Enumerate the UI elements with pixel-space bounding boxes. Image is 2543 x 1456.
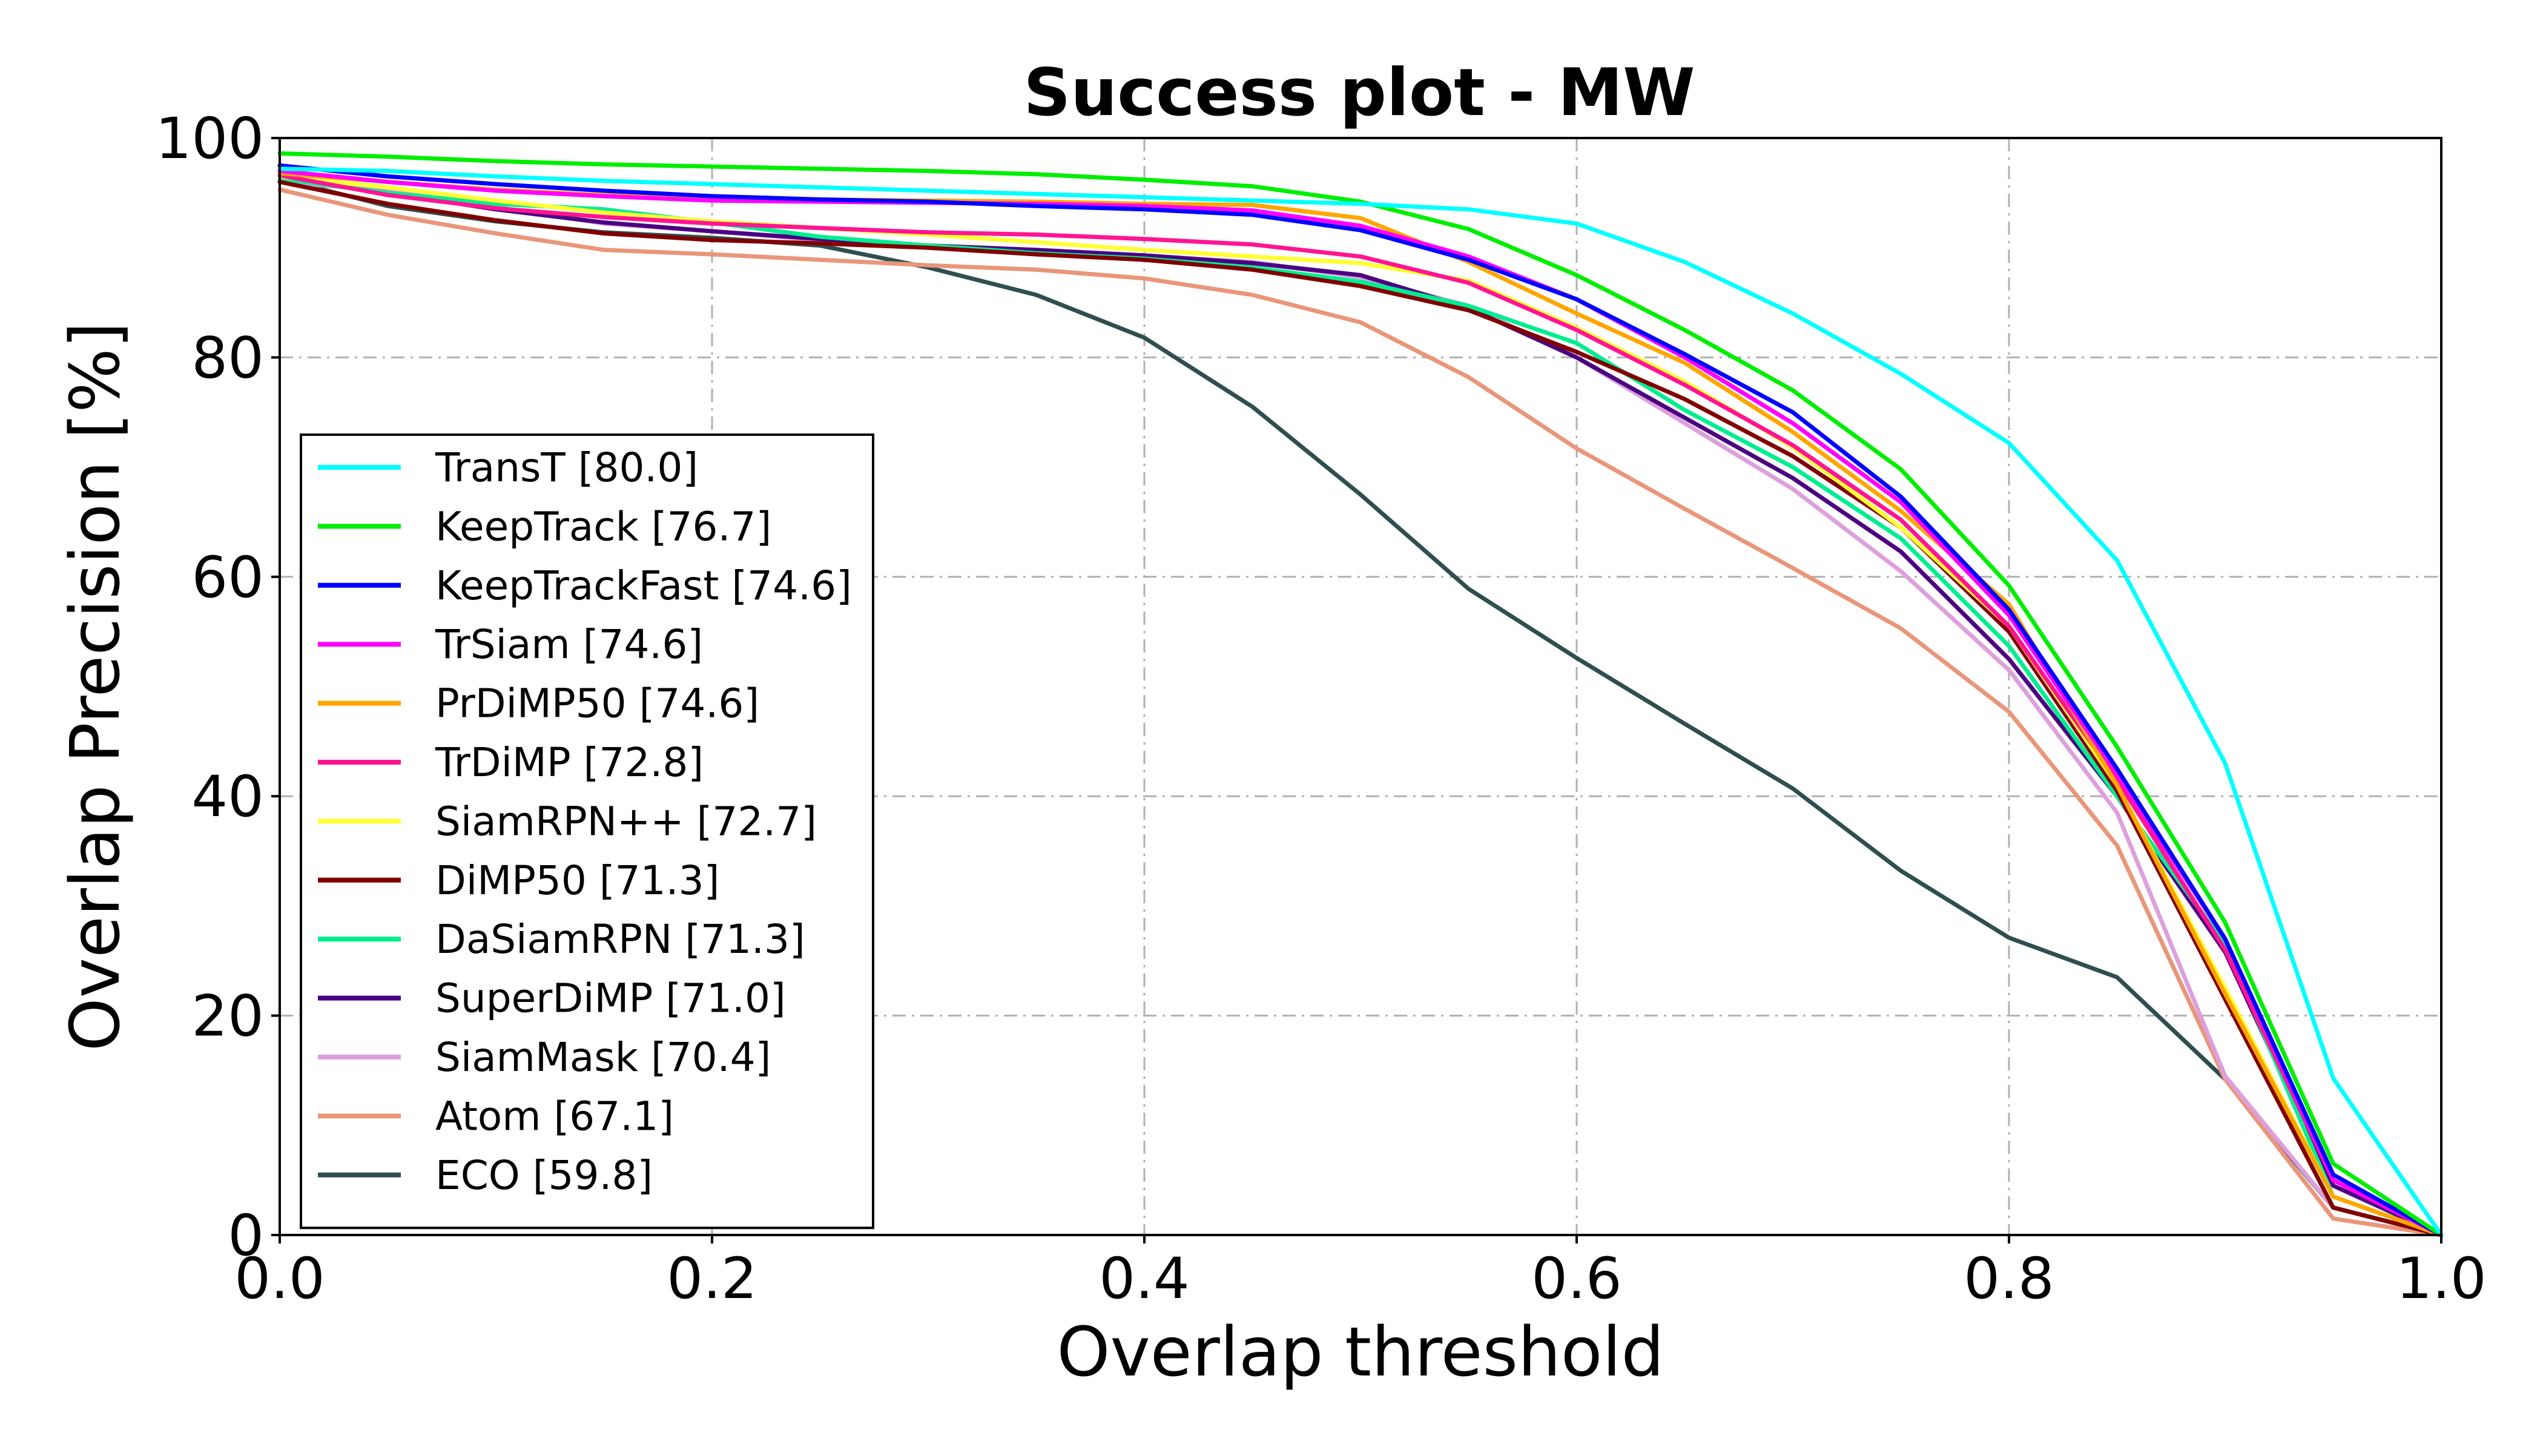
legend-label: TrDiMP [72.8] <box>435 739 704 786</box>
series-lines <box>277 151 2444 1237</box>
legend: TransT [80.0] KeepTrack [76.7] KeepTrackFa… <box>300 433 874 1230</box>
x-tick-label: 0.8 <box>1964 1246 2054 1312</box>
y-tick-label: 80 <box>191 325 264 391</box>
x-tick-label: 0.0 <box>234 1246 325 1312</box>
x-axis-ticks: 0.0 0.2 0.4 0.6 0.8 1.0 <box>234 1235 2487 1312</box>
y-axis-ticks: 0 20 40 60 80 100 <box>156 106 280 1269</box>
series-line-0 <box>277 166 2444 1237</box>
legend-label: DiMP50 [71.3] <box>435 857 719 904</box>
legend-label: SuperDiMP [71.0] <box>435 975 786 1022</box>
y-axis-label: Overlap Precision [%] <box>56 322 135 1052</box>
y-tick-label: 100 <box>156 106 264 172</box>
legend-label: TrSiam [74.6] <box>435 621 703 668</box>
y-tick-label: 0 <box>228 1203 264 1269</box>
series-line-9 <box>277 176 2444 1237</box>
x-tick-label: 0.4 <box>1099 1246 1190 1312</box>
legend-label: KeepTrackFast [74.6] <box>435 562 852 609</box>
chart-title: Success plot - MW <box>1024 55 1695 131</box>
legend-label: KeepTrack [76.7] <box>435 503 771 550</box>
legend-box <box>300 433 874 1230</box>
x-tick-label: 0.6 <box>1531 1246 1622 1312</box>
series-line-2 <box>277 163 2444 1237</box>
legend-label: Atom [67.1] <box>435 1093 674 1139</box>
series-line-7 <box>277 180 2444 1237</box>
legend-label: SiamMask [70.4] <box>435 1034 771 1081</box>
series-line-3 <box>277 168 2444 1237</box>
y-tick-label: 20 <box>191 984 264 1050</box>
legend-label: TransT [80.0] <box>435 444 698 491</box>
x-axis-label: Overlap threshold <box>1057 1313 1664 1392</box>
legend-label: PrDiMP50 [74.6] <box>435 680 759 727</box>
x-tick-label: 1.0 <box>2396 1246 2487 1312</box>
legend-label: ECO [59.8] <box>435 1152 653 1199</box>
y-tick-label: 40 <box>191 764 264 830</box>
legend-label: DaSiamRPN [71.3] <box>435 916 805 963</box>
y-tick-label: 60 <box>191 545 264 611</box>
series-line-11 <box>277 187 2444 1237</box>
legend-label: SiamRPN++ [72.7] <box>435 798 817 845</box>
plot-frame <box>279 137 2442 1236</box>
series-line-1 <box>277 151 2444 1237</box>
x-tick-label: 0.2 <box>667 1246 757 1312</box>
